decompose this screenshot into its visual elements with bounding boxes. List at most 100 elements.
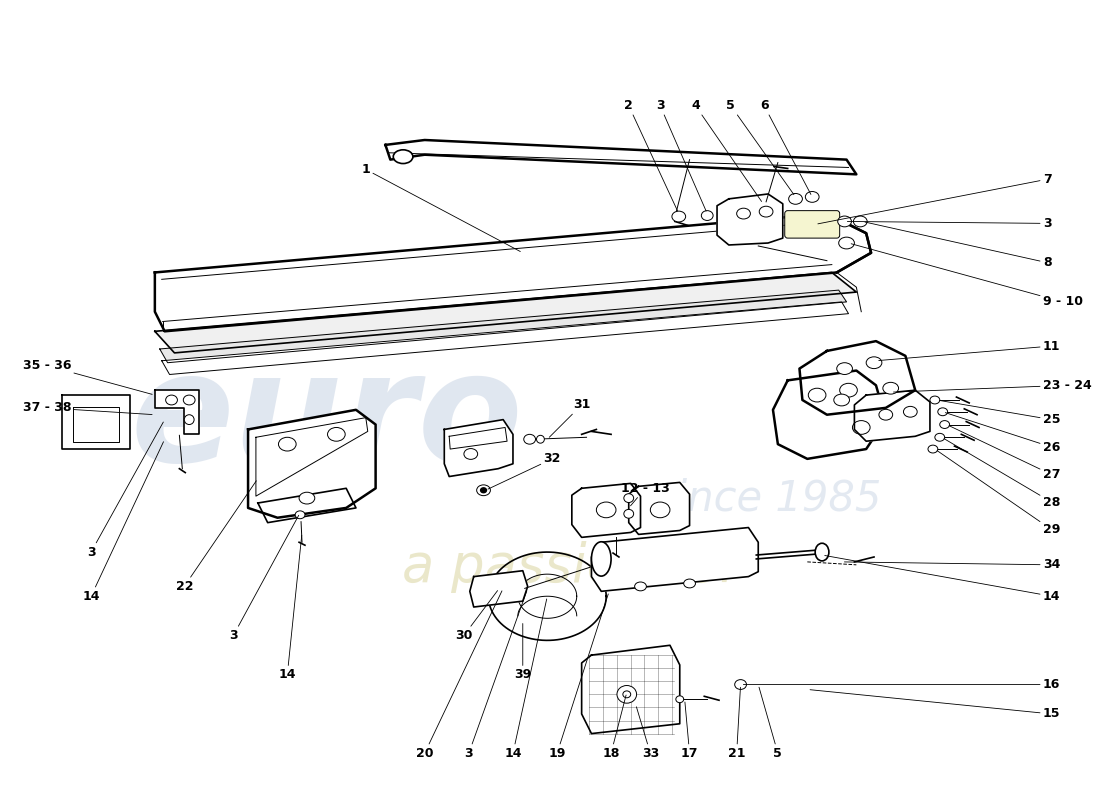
Ellipse shape [299,492,315,504]
Text: 35 - 36: 35 - 36 [23,359,152,394]
Text: 30: 30 [455,590,497,642]
Polygon shape [717,194,783,245]
Ellipse shape [834,394,849,406]
Text: 4: 4 [691,99,761,202]
Text: 3: 3 [229,515,299,642]
Text: 16: 16 [744,678,1060,691]
Polygon shape [160,290,847,362]
Polygon shape [162,302,848,374]
Polygon shape [155,390,199,434]
Text: 3: 3 [847,217,1052,230]
Text: 3: 3 [656,99,706,211]
Polygon shape [444,420,513,477]
Ellipse shape [852,421,870,434]
Text: since 1985: since 1985 [654,477,882,519]
Text: 28: 28 [944,438,1060,509]
Ellipse shape [624,510,634,518]
Ellipse shape [592,542,612,576]
Text: 29: 29 [937,450,1060,536]
Text: 23 - 24: 23 - 24 [893,378,1091,392]
Ellipse shape [854,216,867,227]
Ellipse shape [815,543,829,561]
Ellipse shape [930,396,939,404]
Polygon shape [249,410,375,518]
Text: 6: 6 [760,99,811,194]
Ellipse shape [481,488,486,493]
Polygon shape [257,488,356,522]
Polygon shape [592,527,758,591]
Ellipse shape [650,502,670,518]
Ellipse shape [866,357,882,369]
Polygon shape [773,370,886,459]
Text: 7: 7 [818,173,1052,224]
Ellipse shape [617,686,637,703]
Ellipse shape [805,191,820,202]
Ellipse shape [879,410,893,420]
Text: 25: 25 [939,401,1060,426]
Ellipse shape [837,362,852,374]
Polygon shape [800,341,915,414]
Ellipse shape [903,406,917,417]
Text: 5: 5 [726,99,794,194]
Ellipse shape [928,445,938,453]
Polygon shape [62,395,130,449]
Ellipse shape [596,502,616,518]
Text: 12 - 13: 12 - 13 [621,482,670,506]
Ellipse shape [185,414,194,425]
Ellipse shape [839,383,857,397]
Ellipse shape [789,194,802,204]
Text: 26: 26 [945,413,1060,454]
Polygon shape [385,140,857,174]
Ellipse shape [295,511,305,518]
Text: 19: 19 [549,594,608,760]
Text: a passion for: a passion for [402,541,741,593]
Text: 34: 34 [845,558,1060,571]
Polygon shape [155,273,857,353]
Ellipse shape [759,206,773,217]
Ellipse shape [635,582,647,591]
Ellipse shape [838,216,851,227]
Text: 5: 5 [759,687,782,760]
Text: 17: 17 [681,702,698,760]
Ellipse shape [464,449,477,459]
Polygon shape [582,646,680,734]
Ellipse shape [624,494,634,502]
Ellipse shape [735,680,747,690]
Ellipse shape [737,208,750,219]
Text: 37 - 38: 37 - 38 [23,402,152,414]
Text: 39: 39 [514,623,531,682]
Ellipse shape [672,211,685,222]
Text: 1: 1 [362,163,520,251]
Polygon shape [629,482,690,534]
Ellipse shape [184,395,195,405]
Text: 33: 33 [637,707,659,760]
Ellipse shape [939,421,949,429]
Ellipse shape [684,579,695,588]
Ellipse shape [935,434,945,442]
Polygon shape [572,483,640,538]
Ellipse shape [808,388,826,402]
Text: 14: 14 [82,442,164,602]
Ellipse shape [476,485,491,496]
Ellipse shape [537,435,544,443]
Text: 14: 14 [504,599,547,760]
Ellipse shape [328,427,345,442]
Text: 11: 11 [879,339,1060,361]
Text: 21: 21 [728,687,746,760]
Polygon shape [470,570,528,607]
FancyBboxPatch shape [784,210,839,238]
Polygon shape [855,390,930,442]
Ellipse shape [838,237,855,249]
Text: 15: 15 [810,690,1060,721]
Ellipse shape [675,696,684,702]
Polygon shape [155,214,871,331]
Text: 8: 8 [865,222,1052,269]
Ellipse shape [623,691,630,698]
Text: 20: 20 [416,591,502,760]
Text: 2: 2 [625,99,678,211]
Text: 22: 22 [176,481,256,593]
Text: 3: 3 [464,591,527,760]
Text: 14: 14 [825,555,1060,602]
Ellipse shape [278,438,296,451]
Text: 18: 18 [603,695,626,760]
